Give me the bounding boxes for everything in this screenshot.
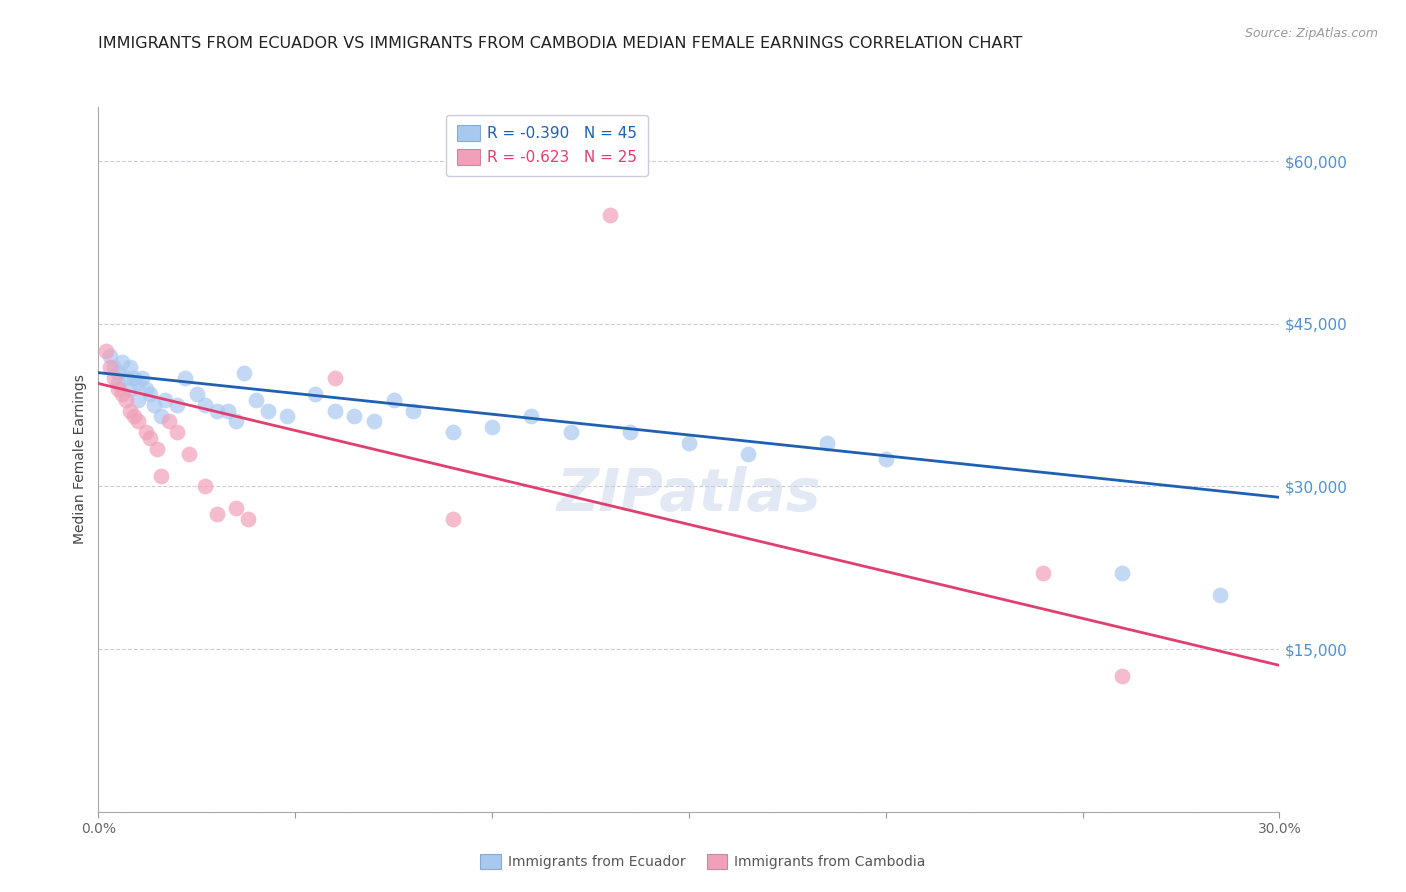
Legend: Immigrants from Ecuador, Immigrants from Cambodia: Immigrants from Ecuador, Immigrants from… — [474, 847, 932, 876]
Point — [122, 371, 145, 385]
Point — [118, 382, 141, 396]
Point — [186, 387, 208, 401]
Point — [166, 425, 188, 440]
Point — [599, 209, 621, 223]
Point — [194, 398, 217, 412]
Point — [127, 392, 149, 407]
Point — [146, 442, 169, 456]
Point — [441, 512, 464, 526]
Point — [217, 403, 239, 417]
Point — [118, 360, 141, 375]
Point — [323, 371, 346, 385]
Point — [304, 387, 326, 401]
Point — [138, 387, 160, 401]
Point — [276, 409, 298, 423]
Point — [236, 512, 259, 526]
Point — [131, 371, 153, 385]
Point — [98, 350, 121, 364]
Point — [233, 366, 256, 380]
Y-axis label: Median Female Earnings: Median Female Earnings — [73, 375, 87, 544]
Point — [157, 414, 180, 428]
Point — [225, 501, 247, 516]
Point — [737, 447, 759, 461]
Text: IMMIGRANTS FROM ECUADOR VS IMMIGRANTS FROM CAMBODIA MEDIAN FEMALE EARNINGS CORRE: IMMIGRANTS FROM ECUADOR VS IMMIGRANTS FR… — [98, 36, 1022, 51]
Point — [142, 398, 165, 412]
Point — [166, 398, 188, 412]
Point — [127, 376, 149, 391]
Point — [678, 436, 700, 450]
Point — [150, 468, 173, 483]
Point — [323, 403, 346, 417]
Point — [138, 431, 160, 445]
Point — [107, 366, 129, 380]
Text: Source: ZipAtlas.com: Source: ZipAtlas.com — [1244, 27, 1378, 40]
Point — [103, 371, 125, 385]
Point — [1032, 566, 1054, 581]
Point — [127, 414, 149, 428]
Point — [481, 420, 503, 434]
Point — [245, 392, 267, 407]
Point — [382, 392, 405, 407]
Point — [135, 382, 157, 396]
Point — [115, 371, 138, 385]
Point — [150, 409, 173, 423]
Point — [107, 376, 129, 391]
Legend: R = -0.390   N = 45, R = -0.623   N = 25: R = -0.390 N = 45, R = -0.623 N = 25 — [446, 115, 648, 176]
Point — [103, 360, 125, 375]
Point — [256, 403, 278, 417]
Point — [343, 409, 366, 423]
Point — [118, 403, 141, 417]
Point — [107, 382, 129, 396]
Point — [135, 425, 157, 440]
Point — [174, 371, 197, 385]
Point — [155, 392, 177, 407]
Point — [122, 409, 145, 423]
Point — [520, 409, 543, 423]
Point — [205, 403, 228, 417]
Point — [1111, 566, 1133, 581]
Point — [402, 403, 425, 417]
Text: ZIPatlas: ZIPatlas — [557, 467, 821, 523]
Point — [115, 392, 138, 407]
Point — [111, 387, 134, 401]
Point — [363, 414, 385, 428]
Point — [225, 414, 247, 428]
Point — [1111, 669, 1133, 683]
Point — [205, 507, 228, 521]
Point — [619, 425, 641, 440]
Point — [96, 343, 118, 358]
Point — [111, 355, 134, 369]
Point — [194, 479, 217, 493]
Point — [560, 425, 582, 440]
Point — [815, 436, 838, 450]
Point — [441, 425, 464, 440]
Point — [98, 360, 121, 375]
Point — [1209, 588, 1232, 602]
Point — [875, 452, 897, 467]
Point — [177, 447, 200, 461]
